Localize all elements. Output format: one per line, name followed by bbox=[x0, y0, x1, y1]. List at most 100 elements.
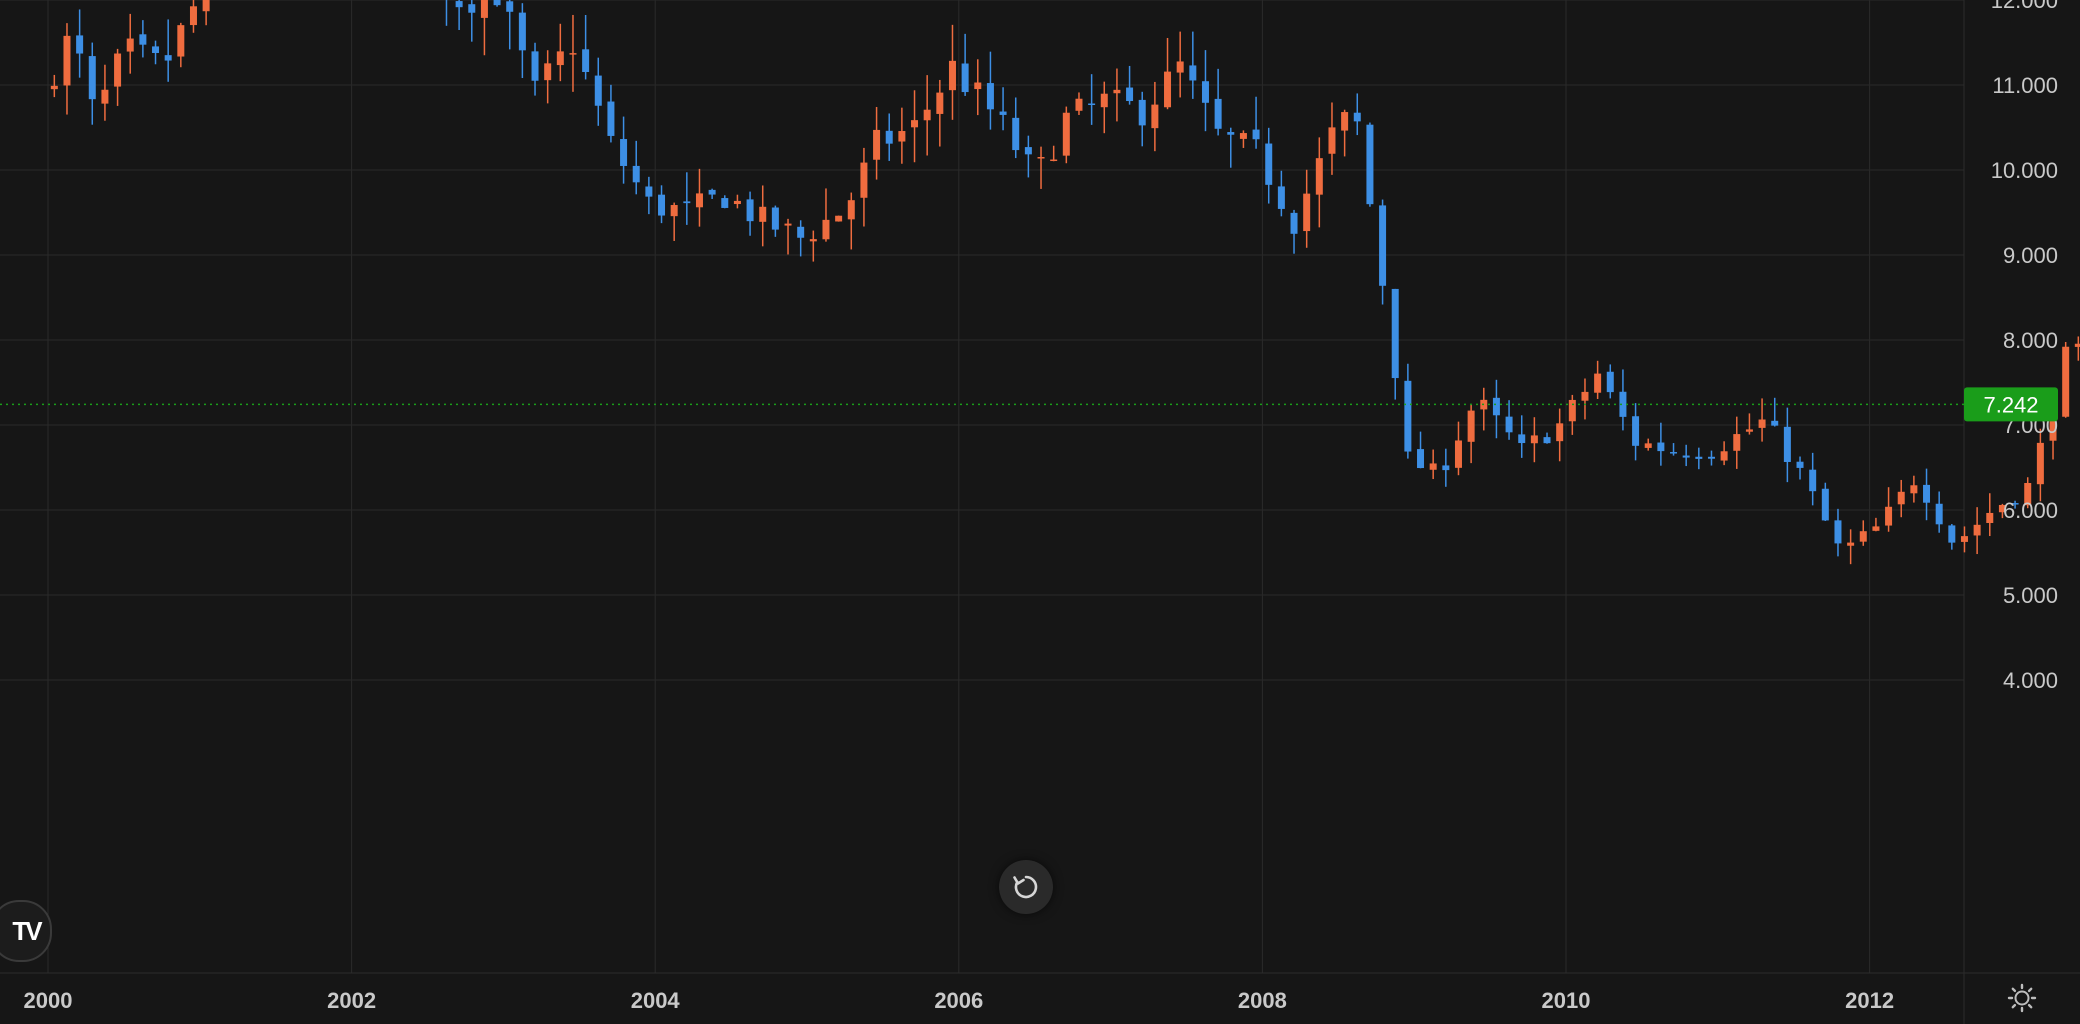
candle-body bbox=[1720, 451, 1728, 461]
candle-body bbox=[1783, 426, 1791, 462]
candle-body bbox=[506, 1, 514, 12]
candle-body bbox=[1872, 526, 1880, 531]
candle-body bbox=[1492, 397, 1500, 416]
candle-body bbox=[1505, 416, 1513, 433]
candle-body bbox=[784, 223, 792, 226]
candle-body bbox=[1707, 456, 1715, 459]
candle-body bbox=[1088, 103, 1096, 106]
candle-body bbox=[759, 206, 767, 222]
candle-body bbox=[63, 35, 71, 86]
candle-body bbox=[1809, 469, 1817, 492]
candle-body bbox=[1632, 416, 1640, 446]
candle-body bbox=[1606, 371, 1614, 393]
candle-body bbox=[1644, 443, 1652, 448]
candle-body bbox=[1366, 124, 1374, 205]
candle-body bbox=[1379, 205, 1387, 286]
candle-body bbox=[1417, 449, 1425, 469]
candle-body bbox=[164, 55, 172, 61]
price-tick-label: 4.000 bbox=[2003, 668, 2058, 693]
candle-body bbox=[847, 200, 855, 220]
candle-body bbox=[480, 0, 488, 18]
candle-body bbox=[683, 201, 691, 204]
time-axis[interactable]: 2000200220042006200820102012201420162018… bbox=[24, 988, 2080, 1013]
candle-body bbox=[1126, 87, 1134, 102]
candle-body bbox=[911, 120, 919, 128]
candle-body bbox=[961, 63, 969, 93]
candle-body bbox=[1897, 491, 1905, 505]
price-tick-label: 12.000 bbox=[1991, 0, 2058, 13]
candle-body bbox=[860, 162, 868, 198]
price-tick-label: 8.000 bbox=[2003, 328, 2058, 353]
candle-body bbox=[50, 85, 58, 90]
candle-body bbox=[733, 200, 741, 205]
candle-body bbox=[607, 101, 615, 136]
candle-body bbox=[1100, 93, 1108, 108]
candle-body bbox=[2062, 346, 2070, 417]
reset-chart-button[interactable] bbox=[999, 860, 1053, 914]
tradingview-logo[interactable]: TV bbox=[0, 900, 52, 962]
candle-body bbox=[582, 49, 590, 73]
candle-body bbox=[1657, 442, 1665, 452]
candle-body bbox=[1847, 542, 1855, 546]
candle-body bbox=[1998, 504, 2006, 513]
candle-body bbox=[1859, 531, 1867, 542]
candle-body bbox=[1568, 399, 1576, 422]
candle-body bbox=[1594, 373, 1602, 393]
candle-body bbox=[658, 194, 666, 216]
candle-body bbox=[1391, 288, 1399, 379]
last-price-label-background bbox=[1964, 387, 2058, 422]
candle-body bbox=[974, 82, 982, 90]
candle-body bbox=[632, 165, 640, 183]
price-tick-label: 10.000 bbox=[1991, 158, 2058, 183]
candle-body bbox=[1189, 65, 1197, 81]
last-price-label: 7.242 bbox=[1964, 387, 2058, 422]
candle-body bbox=[1176, 61, 1184, 73]
candle-body bbox=[936, 92, 944, 114]
candle-body bbox=[1682, 455, 1690, 458]
price-tick-label: 6.000 bbox=[2003, 498, 2058, 523]
candle-body bbox=[468, 4, 476, 13]
candle-body bbox=[1227, 132, 1235, 135]
candle-body bbox=[1404, 380, 1412, 452]
candle-body bbox=[1442, 465, 1450, 471]
candle-body bbox=[1315, 158, 1323, 195]
candle-body bbox=[1923, 484, 1931, 503]
candle-body bbox=[1024, 147, 1032, 155]
candle-body bbox=[531, 51, 539, 81]
candle-body bbox=[139, 34, 147, 45]
candle-body bbox=[189, 6, 197, 26]
candle-body bbox=[1543, 437, 1551, 444]
candle-body bbox=[1986, 512, 1994, 523]
candle-body bbox=[177, 25, 185, 57]
candle-body bbox=[1454, 440, 1462, 468]
candle-body bbox=[645, 186, 653, 197]
candle-body bbox=[1556, 423, 1564, 442]
candle-body bbox=[1265, 143, 1273, 185]
price-tick-label: 11.000 bbox=[1992, 73, 2058, 98]
candle-body bbox=[2036, 442, 2044, 485]
candle-body bbox=[873, 129, 881, 160]
candle-body bbox=[544, 63, 552, 81]
candle-body bbox=[1834, 520, 1842, 544]
candle-body bbox=[986, 83, 994, 110]
candle-body bbox=[2049, 413, 2057, 441]
candle-body bbox=[923, 109, 931, 121]
candle-body bbox=[2024, 483, 2032, 506]
candle-body bbox=[721, 198, 729, 208]
candle-body bbox=[493, 0, 501, 6]
candle-body bbox=[1113, 89, 1121, 94]
candle-body bbox=[1467, 410, 1475, 442]
chart-settings-button[interactable] bbox=[2004, 980, 2040, 1016]
candle-body bbox=[2011, 503, 2019, 505]
time-tick-label: 2010 bbox=[1542, 988, 1591, 1013]
price-tick-label: 9.000 bbox=[2003, 243, 2058, 268]
candle-body bbox=[1619, 391, 1627, 417]
gear-icon bbox=[2007, 983, 2037, 1013]
candle-body bbox=[1277, 186, 1285, 209]
candle-body bbox=[88, 56, 96, 100]
candle-body bbox=[76, 35, 84, 54]
candle-body bbox=[1138, 99, 1146, 126]
candle-body bbox=[1328, 127, 1336, 154]
candle-body bbox=[695, 193, 703, 208]
